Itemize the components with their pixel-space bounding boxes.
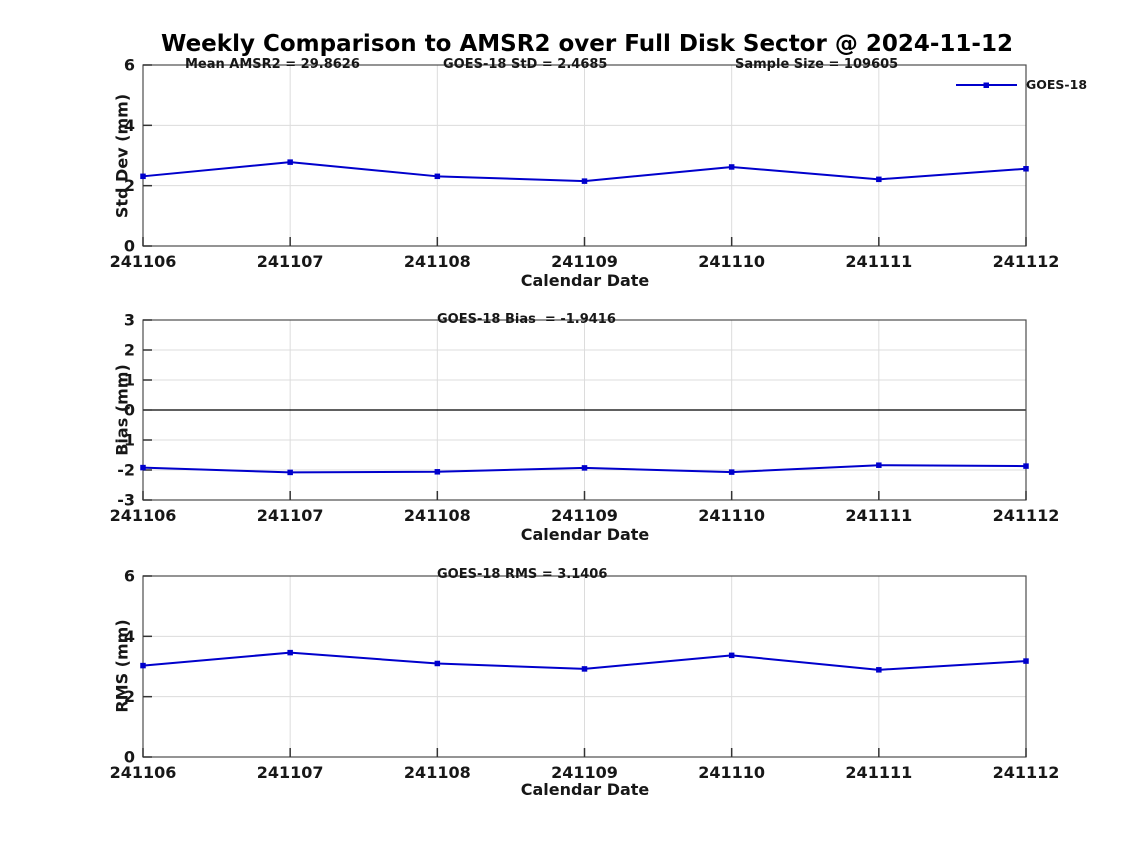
- data-point-marker: [434, 469, 441, 475]
- y-axis-label-std-dev: Std Dev (mm): [112, 93, 132, 219]
- x-tick-label: 241110: [698, 506, 765, 525]
- y-axis-label-bias: Bias (mm): [112, 364, 132, 456]
- data-point-marker: [876, 667, 882, 673]
- annotation-sample-size: Sample Size = 109605: [735, 57, 899, 72]
- figure-title: Weekly Comparison to AMSR2 over Full Dis…: [161, 31, 1013, 57]
- x-tick-label: 241108: [404, 763, 471, 782]
- y-tick-label: -3: [117, 491, 135, 510]
- y-tick-label: -1: [117, 431, 135, 450]
- chart-std-dev: 0 2 4 6 241106 241107 241108 241109 241110 241111…: [110, 56, 1060, 272]
- data-point-marker: [1023, 658, 1029, 664]
- legend-line-icon: [956, 82, 1017, 88]
- y-tick-label: 2: [124, 176, 135, 195]
- x-tick-label: 241109: [551, 506, 618, 525]
- data-point-marker: [728, 164, 735, 170]
- data-point-marker: [140, 173, 146, 180]
- y-tick-label: 3: [124, 311, 135, 330]
- data-point-marker: [1023, 463, 1029, 469]
- x-tick-label: 241107: [257, 252, 324, 271]
- data-point-marker: [434, 173, 441, 180]
- data-point-marker: [728, 469, 735, 475]
- x-tick-label: 241112: [993, 252, 1060, 271]
- data-point-marker: [287, 159, 293, 165]
- data-point-marker: [581, 178, 588, 184]
- x-tick-label: 241110: [698, 763, 765, 782]
- x-tick-label: 241111: [845, 763, 912, 782]
- x-tick-label: 241109: [551, 252, 618, 271]
- data-point-marker: [876, 462, 882, 468]
- y-tick-label: 0: [124, 401, 135, 420]
- data-point-marker: [287, 469, 293, 476]
- annotation-mean-amsr2: Mean AMSR2 = 29.8626: [185, 57, 360, 72]
- y-axis-label-rms: RMS (mm): [112, 619, 132, 713]
- y-tick-label: 6: [124, 56, 135, 75]
- y-tick-label: 4: [124, 116, 135, 135]
- chart-rms: 0 2 4 6 241106 241107 241108 241109 241110 241111…: [110, 567, 1060, 783]
- legend-label: GOES-18: [1026, 77, 1088, 92]
- x-tick-label: 241107: [257, 506, 324, 525]
- y-tick-label: 1: [124, 371, 135, 390]
- data-point-marker: [140, 464, 146, 471]
- x-tick-label: 241107: [257, 763, 324, 782]
- chart-bias: -3 -2 -1 0 1 2 3 241106 241107 241108 241109 241110…: [110, 311, 1060, 526]
- x-tick-label: 241112: [993, 506, 1060, 525]
- x-tick-label: 241111: [845, 252, 912, 271]
- data-point-marker: [287, 649, 293, 656]
- x-axis-label-2: Calendar Date: [520, 525, 650, 544]
- x-tick-label: 241106: [110, 763, 177, 782]
- annotation-goes18-rms: GOES-18 RMS = 3.1406: [437, 567, 608, 582]
- x-tick-label: 241106: [110, 252, 177, 271]
- x-tick-label: 241111: [845, 506, 912, 525]
- y-tick-label: 6: [124, 567, 135, 586]
- data-point-marker: [876, 176, 882, 183]
- y-tick-label: 2: [124, 687, 135, 706]
- legend: GOES-18: [955, 77, 1087, 92]
- data-point-marker: [581, 666, 588, 672]
- y-tick-label: 0: [124, 237, 135, 256]
- data-point-marker: [1023, 166, 1029, 172]
- x-axis-label-3: Calendar Date: [520, 780, 650, 799]
- annotation-goes18-std: GOES-18 StD = 2.4685: [443, 57, 608, 72]
- data-point-marker: [140, 662, 146, 669]
- x-tick-label: 241110: [698, 252, 765, 271]
- annotation-goes18-bias: GOES-18 Bias = -1.9416: [437, 312, 616, 327]
- y-tick-label: 0: [124, 748, 135, 767]
- x-tick-label: 241109: [551, 763, 618, 782]
- y-tick-label: -2: [117, 461, 135, 480]
- data-point-marker: [728, 652, 735, 659]
- data-point-marker: [581, 465, 588, 471]
- x-tick-label: 241108: [404, 252, 471, 271]
- x-tick-label: 241106: [110, 506, 177, 525]
- y-tick-label: 4: [124, 627, 135, 646]
- x-tick-label: 241108: [404, 506, 471, 525]
- x-tick-label: 241112: [993, 763, 1060, 782]
- x-axis-label-1: Calendar Date: [520, 271, 650, 290]
- data-point-marker: [434, 660, 441, 667]
- y-tick-label: 2: [124, 341, 135, 360]
